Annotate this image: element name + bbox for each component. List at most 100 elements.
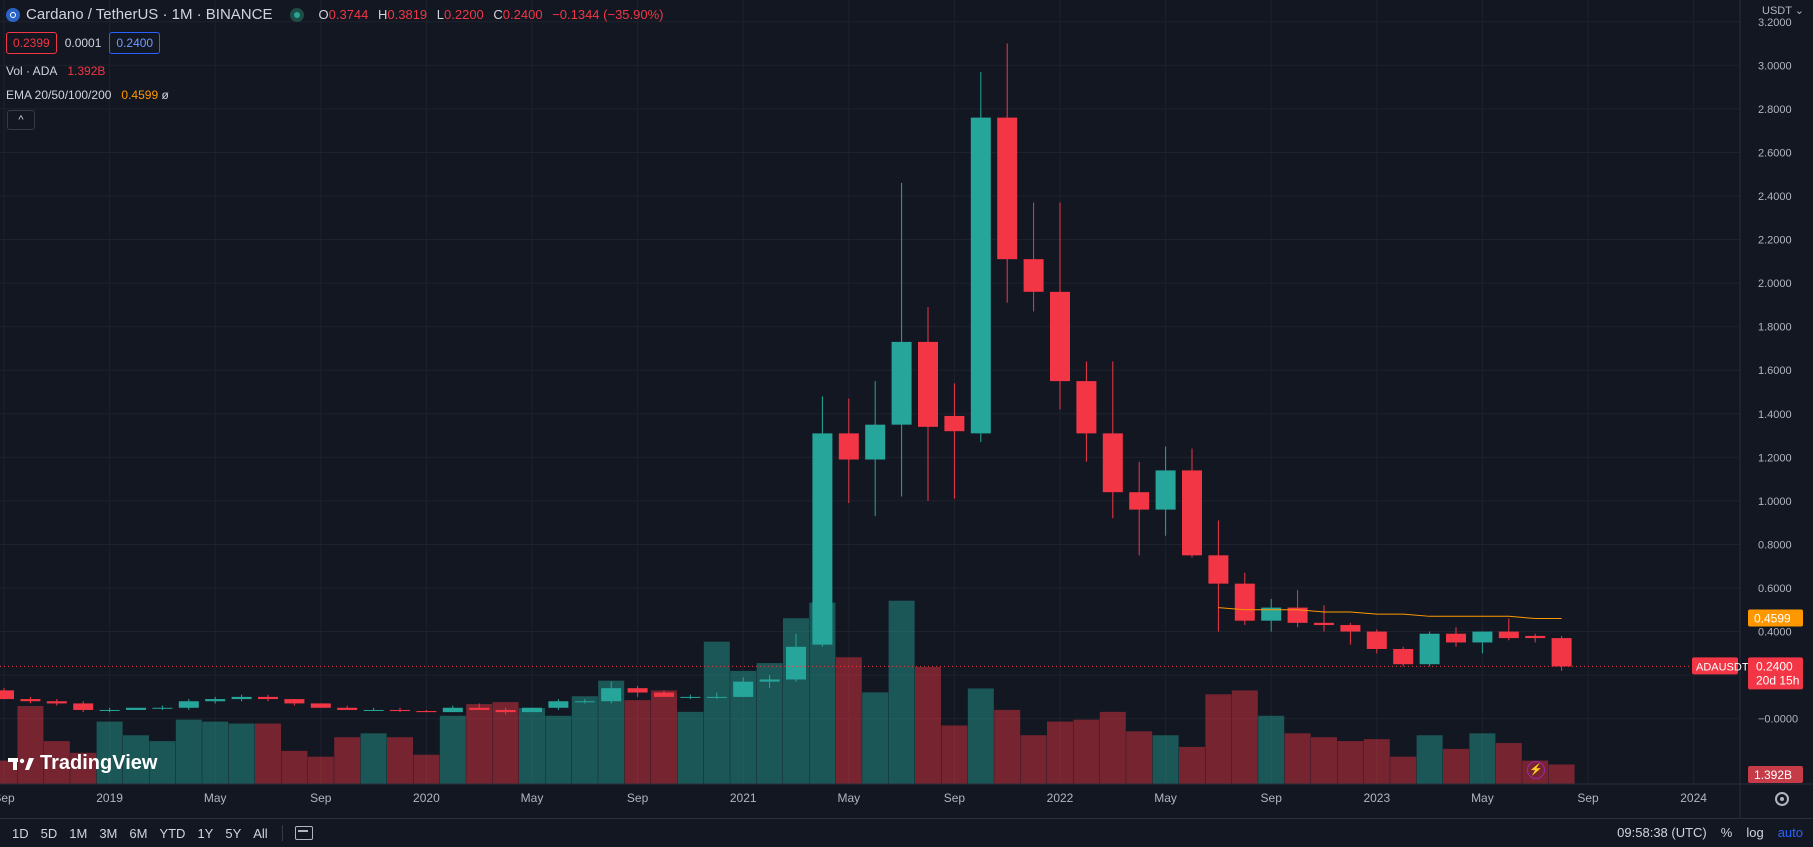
price-change: −0.1344 (−35.90%): [552, 7, 664, 22]
time-tick-label: 2024: [1680, 791, 1707, 805]
sell-price-button[interactable]: 0.2399: [6, 32, 57, 54]
ema-legend[interactable]: EMA 20/50/100/200 0.4599 ø: [6, 88, 169, 102]
timeframe-1y[interactable]: 1Y: [197, 825, 214, 841]
candle-body: [1446, 633, 1466, 643]
volume-bar: [70, 752, 97, 784]
price-tick-label: 1.2000: [1758, 452, 1792, 464]
log-scale-toggle[interactable]: log: [1746, 825, 1764, 840]
candle-body: [73, 703, 94, 710]
volume-bar: [1126, 731, 1153, 784]
volume-bar: [1416, 735, 1443, 784]
timeframe-ytd[interactable]: YTD: [159, 825, 186, 841]
gear-icon[interactable]: [1775, 792, 1789, 806]
price-tick-label: −0.0000: [1758, 714, 1798, 726]
candle-body: [1155, 470, 1176, 510]
ohlc-values: O0.3744 H0.3819 L0.2200 C0.2400 −0.1344 …: [318, 7, 664, 22]
bottom-toolbar: 1D 5D 1M 3M 6M YTD 1Y 5Y All 09:58:38 (UTC) % lo…: [0, 818, 1813, 847]
volume-bar: [1099, 711, 1126, 784]
volume-bar: [1205, 694, 1232, 784]
chart-header: Cardano / TetherUS · 1M · BINANCE O0.374…: [6, 6, 670, 23]
volume-bar: [1231, 690, 1258, 784]
price-tick-label: 1.8000: [1758, 322, 1792, 334]
volume-bar: [96, 721, 123, 784]
candle-body: [891, 341, 912, 425]
volume-bar: [1284, 733, 1311, 784]
calendar-icon[interactable]: [294, 826, 313, 840]
price-tick-label: 1.4000: [1758, 409, 1792, 421]
timeframe-1d[interactable]: 1D: [12, 825, 29, 841]
timeframe-6m[interactable]: 6M: [129, 825, 148, 841]
time-tick-label: 2020: [413, 791, 440, 805]
volume-bars: [0, 600, 1575, 784]
volume-bar: [1179, 746, 1205, 784]
time-tick-label: May: [1471, 791, 1494, 805]
buy-price-button[interactable]: 0.2400: [109, 32, 161, 54]
price-tick-label: 3.2000: [1758, 17, 1792, 29]
time-tick-label: May: [521, 791, 544, 805]
timeframe-5d[interactable]: 5D: [40, 825, 58, 841]
volume-bar: [1443, 748, 1469, 784]
volume-bar: [1311, 737, 1337, 784]
utc-clock[interactable]: 09:58:38 (UTC): [1617, 825, 1707, 840]
volume-bar: [888, 600, 915, 784]
candle-body: [627, 688, 648, 693]
percent-scale-toggle[interactable]: %: [1720, 825, 1733, 840]
price-tick-label: 0.6000: [1758, 583, 1792, 595]
candle-body: [1129, 492, 1150, 510]
candle-body: [601, 688, 622, 702]
candle-body: [1182, 470, 1202, 556]
candle-body: [469, 707, 490, 710]
volume-bar: [175, 719, 202, 784]
spread-value: 0.0001: [64, 36, 102, 50]
ema-price-label-bg: [1748, 609, 1803, 627]
quote-row: 0.2399 0.0001 0.2400: [6, 32, 161, 54]
timeframe-5y[interactable]: 5Y: [225, 825, 242, 841]
symbol-label-bg: [1692, 657, 1738, 675]
candle-body: [416, 711, 437, 713]
time-tick-label: 2023: [1363, 791, 1390, 805]
candle-body: [363, 709, 384, 711]
time-tick-label: May: [1154, 791, 1177, 805]
candle-body: [522, 707, 542, 713]
candle-body: [706, 696, 727, 698]
timeframe-3m[interactable]: 3M: [99, 825, 118, 841]
candle-body: [680, 696, 701, 698]
volume-bar: [835, 657, 862, 784]
currency-selector[interactable]: USDT ⌄: [1762, 5, 1805, 17]
time-tick-label: 2021: [730, 791, 757, 805]
price-tick-label: 3.0000: [1758, 60, 1792, 72]
volume-bar: [228, 723, 255, 784]
volume-legend[interactable]: Vol · ADA 1.392B: [6, 64, 106, 78]
symbol-title[interactable]: Cardano / TetherUS · 1M · BINANCE: [26, 6, 273, 23]
collapse-legend-button[interactable]: ^: [7, 110, 35, 130]
volume-bar: [307, 756, 334, 784]
candle-body: [1393, 648, 1414, 665]
tradingview-logo[interactable]: TradingView: [8, 752, 157, 775]
volume-bar: [677, 711, 704, 784]
price-tick-label: 2.0000: [1758, 278, 1792, 290]
cardano-coin-icon: [6, 7, 20, 22]
volume-bar: [492, 702, 519, 784]
candle-body: [918, 341, 938, 427]
volume-bar: [1390, 756, 1417, 784]
candles: [0, 43, 1572, 715]
price-chart[interactable]: 3.2000 3.0000 2.8000 2.6000 2.4000 2.2000 2.00…: [0, 0, 1813, 818]
flash-icon[interactable]: ⚡: [1527, 761, 1545, 779]
auto-scale-toggle[interactable]: auto: [1777, 825, 1803, 840]
time-tick-label: 2022: [1047, 791, 1074, 805]
candle-body: [1102, 433, 1123, 493]
volume-bar: [624, 700, 651, 784]
ema-line: [1218, 607, 1562, 619]
candle-body: [126, 707, 146, 710]
candle-body: [1314, 622, 1334, 626]
time-tick-label: Sep: [1577, 791, 1599, 805]
timeframe-1m[interactable]: 1M: [69, 825, 88, 841]
candle-body: [46, 701, 67, 704]
volume-bar: [1495, 743, 1522, 784]
candle-body: [1261, 607, 1282, 621]
volume-bar: [545, 715, 572, 784]
countdown-label: 20d 15h: [1756, 673, 1799, 687]
volume-price-label-bg: [1748, 766, 1803, 783]
timeframe-all[interactable]: All: [253, 825, 268, 841]
timeframe-list: 1D 5D 1M 3M 6M YTD 1Y 5Y All: [0, 826, 268, 841]
